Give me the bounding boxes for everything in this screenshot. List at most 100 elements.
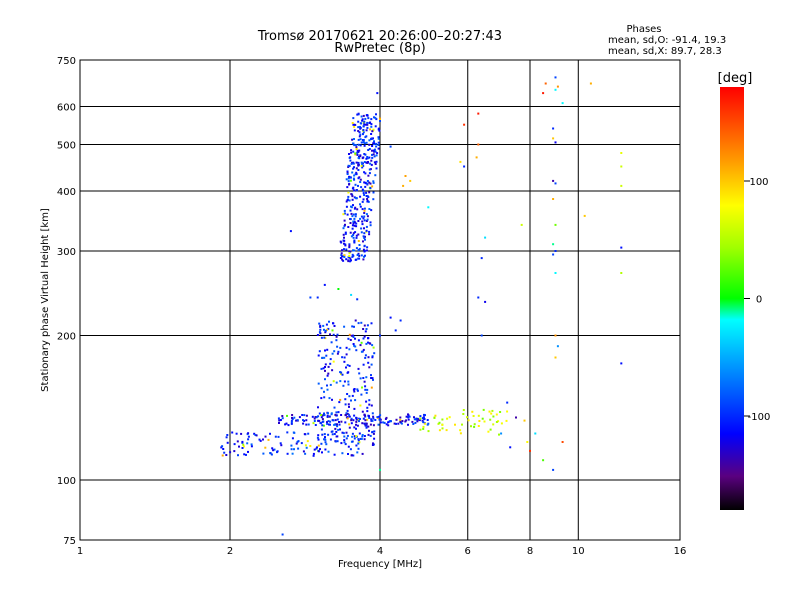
data-point bbox=[448, 416, 451, 419]
data-point bbox=[477, 143, 480, 146]
data-point bbox=[327, 412, 329, 415]
data-point bbox=[314, 424, 317, 426]
data-point bbox=[342, 227, 345, 230]
data-point bbox=[362, 139, 365, 141]
data-point bbox=[354, 144, 357, 146]
data-point bbox=[355, 167, 358, 170]
data-point bbox=[350, 212, 353, 215]
data-point bbox=[446, 417, 449, 420]
data-point bbox=[374, 125, 377, 128]
data-point bbox=[365, 400, 368, 403]
data-point bbox=[330, 430, 333, 433]
data-point bbox=[356, 189, 358, 192]
data-point bbox=[278, 422, 280, 424]
data-point bbox=[317, 354, 320, 357]
data-point bbox=[360, 115, 363, 118]
data-point bbox=[363, 207, 366, 210]
data-point bbox=[349, 222, 352, 224]
data-point bbox=[374, 116, 377, 119]
data-point bbox=[348, 405, 350, 408]
data-point bbox=[335, 435, 338, 438]
data-point bbox=[371, 149, 373, 152]
data-point bbox=[506, 401, 509, 404]
data-point bbox=[360, 161, 363, 164]
data-point bbox=[316, 296, 319, 299]
data-point bbox=[355, 146, 358, 149]
data-point bbox=[247, 450, 249, 453]
data-point bbox=[359, 437, 362, 440]
data-point bbox=[364, 235, 366, 238]
data-point bbox=[259, 439, 262, 442]
data-point bbox=[354, 152, 357, 155]
data-point bbox=[295, 419, 298, 422]
data-point bbox=[334, 413, 337, 416]
data-point bbox=[367, 200, 370, 203]
data-point bbox=[371, 344, 374, 347]
data-point bbox=[364, 356, 367, 359]
data-point bbox=[367, 341, 369, 344]
data-point bbox=[354, 213, 357, 216]
data-point bbox=[345, 258, 348, 261]
data-point bbox=[339, 380, 342, 383]
data-point bbox=[367, 361, 370, 364]
data-point bbox=[322, 420, 325, 423]
data-point bbox=[338, 423, 341, 426]
data-point bbox=[369, 182, 372, 185]
data-point bbox=[375, 160, 378, 163]
data-point bbox=[362, 348, 365, 351]
data-point bbox=[331, 329, 334, 332]
data-point bbox=[353, 125, 356, 128]
data-point bbox=[362, 114, 365, 117]
data-point bbox=[509, 446, 512, 449]
data-point bbox=[237, 454, 239, 457]
data-point bbox=[353, 437, 356, 440]
data-point bbox=[365, 424, 368, 427]
data-point bbox=[355, 418, 358, 421]
data-point bbox=[361, 162, 364, 165]
data-point bbox=[388, 420, 391, 423]
data-point bbox=[552, 137, 555, 140]
data-point bbox=[346, 186, 349, 189]
data-point bbox=[414, 421, 417, 424]
data-point bbox=[365, 376, 368, 379]
data-point bbox=[348, 426, 351, 429]
data-point bbox=[377, 141, 380, 144]
data-point bbox=[334, 440, 337, 443]
data-point bbox=[324, 441, 327, 444]
data-point bbox=[340, 371, 343, 374]
data-point bbox=[552, 253, 555, 256]
data-point bbox=[309, 445, 312, 447]
data-point bbox=[379, 334, 381, 337]
data-point bbox=[367, 174, 370, 177]
data-point bbox=[384, 418, 387, 420]
data-point bbox=[348, 255, 351, 257]
data-point bbox=[347, 164, 350, 167]
data-point bbox=[367, 157, 369, 160]
data-point bbox=[370, 418, 373, 421]
data-point bbox=[366, 161, 369, 164]
data-point bbox=[529, 449, 531, 452]
data-point bbox=[319, 448, 321, 451]
data-point bbox=[324, 438, 327, 441]
data-point bbox=[340, 373, 342, 375]
data-point bbox=[324, 349, 326, 352]
data-point bbox=[462, 409, 465, 411]
data-point bbox=[375, 118, 378, 121]
data-point bbox=[336, 333, 339, 336]
data-point bbox=[345, 353, 348, 356]
data-point bbox=[229, 451, 232, 454]
data-point bbox=[317, 434, 320, 437]
data-point bbox=[352, 222, 355, 225]
data-point bbox=[374, 419, 377, 421]
data-point bbox=[373, 352, 376, 355]
data-point bbox=[374, 174, 377, 177]
data-point bbox=[279, 442, 282, 445]
data-point bbox=[366, 410, 369, 413]
data-point bbox=[475, 156, 478, 159]
y-axis-label: Stationary phase Virtual Height [km] bbox=[40, 208, 51, 392]
data-point bbox=[353, 196, 356, 199]
data-point bbox=[356, 424, 359, 427]
data-point bbox=[326, 388, 329, 391]
data-point bbox=[233, 443, 236, 446]
data-point bbox=[339, 398, 342, 401]
